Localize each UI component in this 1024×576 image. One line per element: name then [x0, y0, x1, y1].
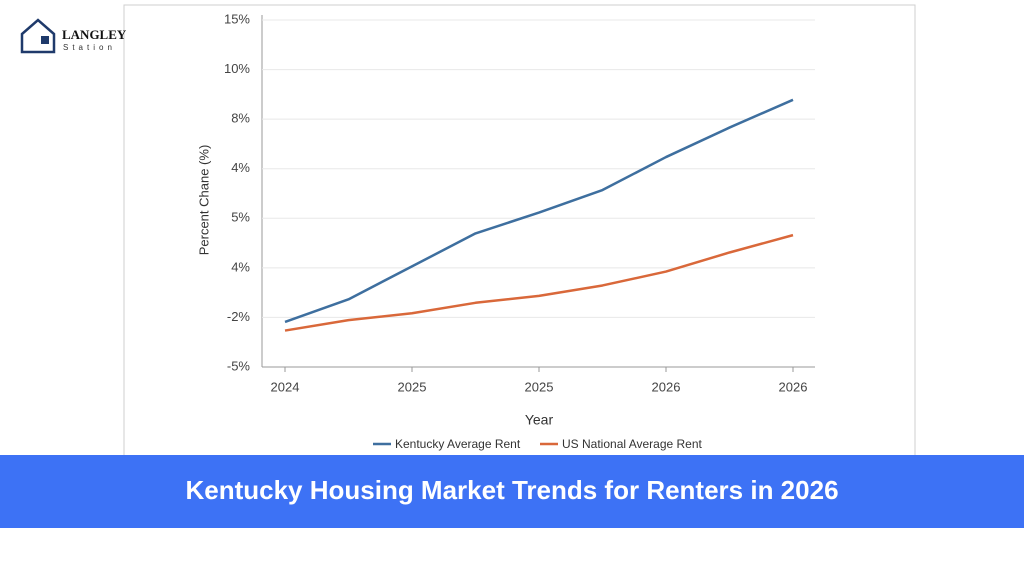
logo-name: LANGLEY [62, 27, 127, 42]
line-series [284, 98, 794, 324]
line-series [284, 233, 794, 332]
y-tick-label: 4% [231, 259, 250, 274]
y-tick-label: 5% [231, 210, 250, 225]
logo: LANGLEY Station [20, 18, 127, 54]
x-tick-label: 2025 [525, 379, 554, 394]
logo-window [41, 36, 49, 44]
x-tick-label: 2026 [652, 379, 681, 394]
banner [0, 455, 1024, 528]
y-tick-label: -2% [227, 309, 251, 324]
y-tick-label: 15% [224, 11, 250, 26]
legend-label: US National Average Rent [562, 437, 703, 451]
y-tick-label: 8% [231, 111, 250, 126]
legend-label: Kentucky Average Rent [395, 437, 521, 451]
logo-tagline: Station [63, 43, 116, 52]
y-tick-label: -5% [227, 358, 251, 373]
logo-icon [20, 18, 56, 54]
banner-title: Kentucky Housing Market Trends for Rente… [185, 475, 838, 505]
x-tick-label: 2026 [779, 379, 808, 394]
y-axis-title: Percent Chane (%) [196, 145, 211, 256]
y-tick-label: 4% [231, 160, 250, 175]
x-tick-label: 2025 [398, 379, 427, 394]
y-tick-label: 10% [224, 61, 250, 76]
chart-panel [123, 4, 916, 458]
x-tick-label: 2024 [271, 379, 300, 394]
x-axis-title: Year [525, 412, 554, 428]
